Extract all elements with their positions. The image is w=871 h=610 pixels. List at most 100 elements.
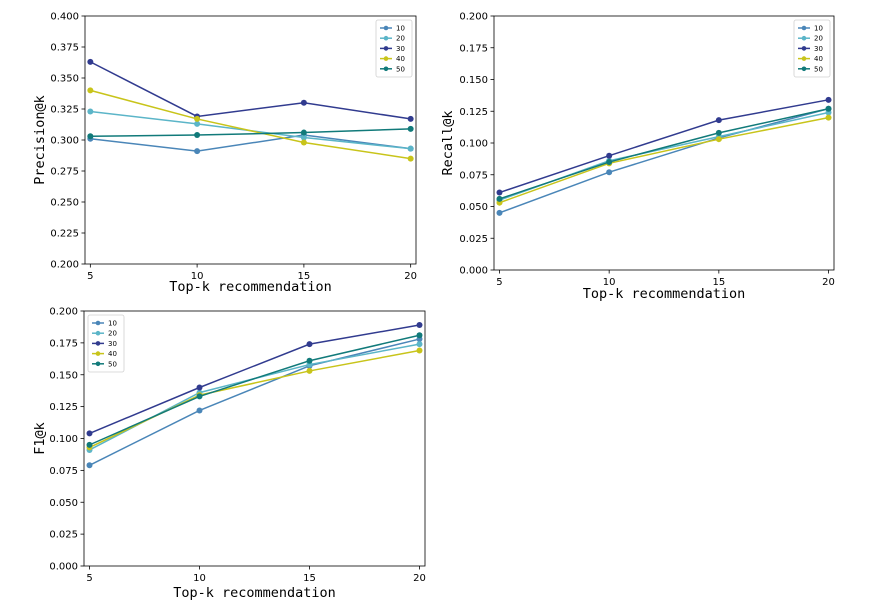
- legend-marker-30: [383, 46, 389, 51]
- y-tick-label: 0.225: [50, 229, 79, 240]
- x-tick-label: 20: [413, 573, 426, 584]
- legend-marker-50: [383, 66, 389, 72]
- x-tick-label: 15: [298, 271, 311, 282]
- legend-label: 20: [108, 330, 117, 338]
- y-tick-label: 0.025: [49, 530, 78, 541]
- legend-label: 30: [108, 340, 117, 348]
- data-point-40: [87, 87, 94, 94]
- legend-box: [87, 314, 125, 373]
- series-line-30: [89, 61, 411, 120]
- plot-frame: [84, 15, 417, 265]
- series-line-30: [89, 324, 420, 435]
- y-tick-label: 0.100: [49, 434, 78, 445]
- legend-marker-10: [383, 25, 389, 31]
- y-tick-label: 0.350: [50, 74, 79, 85]
- data-point-20: [87, 108, 94, 115]
- data-point-30: [300, 99, 307, 106]
- x-axis-label: Top-k recommendation: [169, 279, 332, 295]
- x-tick-label: 5: [86, 573, 92, 584]
- legend-label: 20: [396, 35, 405, 43]
- data-point-30: [306, 341, 313, 348]
- x-tick-label: 20: [404, 271, 417, 282]
- data-point-50: [87, 133, 94, 140]
- y-tick-label: 0.025: [459, 234, 488, 245]
- legend-marker-10: [95, 320, 101, 326]
- x-tick-label: 20: [822, 277, 835, 288]
- x-tick-label: 5: [87, 271, 93, 282]
- series-line-40: [499, 116, 829, 204]
- legend-marker-30: [95, 341, 101, 346]
- series-line-20: [499, 111, 829, 201]
- legend: 10 20 30 40 50: [87, 314, 125, 373]
- data-point-50: [300, 129, 307, 136]
- y-tick-label: 0.175: [459, 43, 488, 54]
- legend-marker-20: [95, 330, 101, 336]
- data-point-10: [196, 407, 203, 414]
- y-tick-label: 0.100: [459, 139, 488, 150]
- legend-marker-40: [383, 56, 389, 61]
- legend-marker-50: [801, 66, 807, 72]
- legend-label: 40: [814, 55, 823, 63]
- y-tick-label: 0.050: [459, 202, 488, 213]
- f1-chart: 0.000 0.025 0.050 0.075 0.100 0.125 0.150 0.175…: [32, 307, 426, 602]
- data-point-10: [194, 148, 201, 155]
- data-point-20: [416, 341, 423, 348]
- data-point-50: [496, 195, 503, 202]
- data-point-10: [606, 169, 613, 176]
- y-tick-label: 0.000: [459, 266, 488, 277]
- y-tick-label: 0.400: [50, 12, 79, 23]
- y-tick-label: 0.375: [50, 43, 79, 54]
- y-axis-label: F1@k: [32, 422, 48, 455]
- data-point-50: [416, 332, 423, 339]
- series-line-50: [89, 334, 420, 446]
- legend-label: 30: [396, 45, 405, 53]
- x-tick-label: 15: [712, 277, 725, 288]
- data-point-10: [86, 462, 93, 469]
- data-point-40: [407, 155, 414, 162]
- plot-frame: [493, 15, 835, 271]
- data-point-40: [194, 115, 201, 122]
- x-tick-label: 5: [496, 277, 502, 288]
- data-point-50: [825, 105, 832, 112]
- data-point-30: [825, 96, 832, 103]
- x-tick-label: 10: [193, 573, 206, 584]
- y-tick-label: 0.175: [49, 338, 78, 349]
- data-point-50: [196, 393, 203, 400]
- legend-marker-10: [801, 25, 807, 31]
- data-point-20: [194, 120, 201, 127]
- data-point-40: [416, 347, 423, 354]
- legend-marker-40: [95, 351, 101, 356]
- x-tick-label: 15: [303, 573, 316, 584]
- y-tick-label: 0.000: [49, 562, 78, 573]
- series-line-10: [89, 338, 420, 466]
- legend-label: 10: [814, 25, 823, 33]
- legend-label: 50: [108, 360, 117, 368]
- data-point-20: [407, 145, 414, 152]
- data-point-30: [196, 384, 203, 391]
- x-tick-label: 10: [603, 277, 616, 288]
- data-point-50: [606, 159, 613, 166]
- data-point-20: [300, 134, 307, 141]
- y-tick-label: 0.150: [459, 75, 488, 86]
- legend-marker-30: [801, 46, 807, 51]
- y-axis-label: Precision@k: [32, 95, 48, 184]
- y-tick-label: 0.075: [459, 170, 488, 181]
- series-line-40: [90, 89, 411, 160]
- legend: 10 20 30 40 50: [375, 19, 413, 78]
- legend-marker-40: [801, 56, 807, 61]
- legend-marker-20: [801, 35, 807, 41]
- legend-box: [375, 19, 413, 78]
- data-point-30: [606, 152, 613, 159]
- data-point-40: [715, 136, 722, 143]
- data-point-40: [306, 367, 313, 374]
- series-line-50: [90, 128, 411, 138]
- y-tick-label: 0.200: [459, 12, 488, 23]
- x-axis-label: Top-k recommendation: [173, 585, 336, 601]
- legend-marker-20: [383, 35, 389, 41]
- data-point-30: [416, 322, 423, 329]
- legend-label: 10: [396, 25, 405, 33]
- data-point-40: [825, 114, 832, 121]
- data-point-30: [87, 58, 94, 65]
- plot-frame: [83, 310, 426, 567]
